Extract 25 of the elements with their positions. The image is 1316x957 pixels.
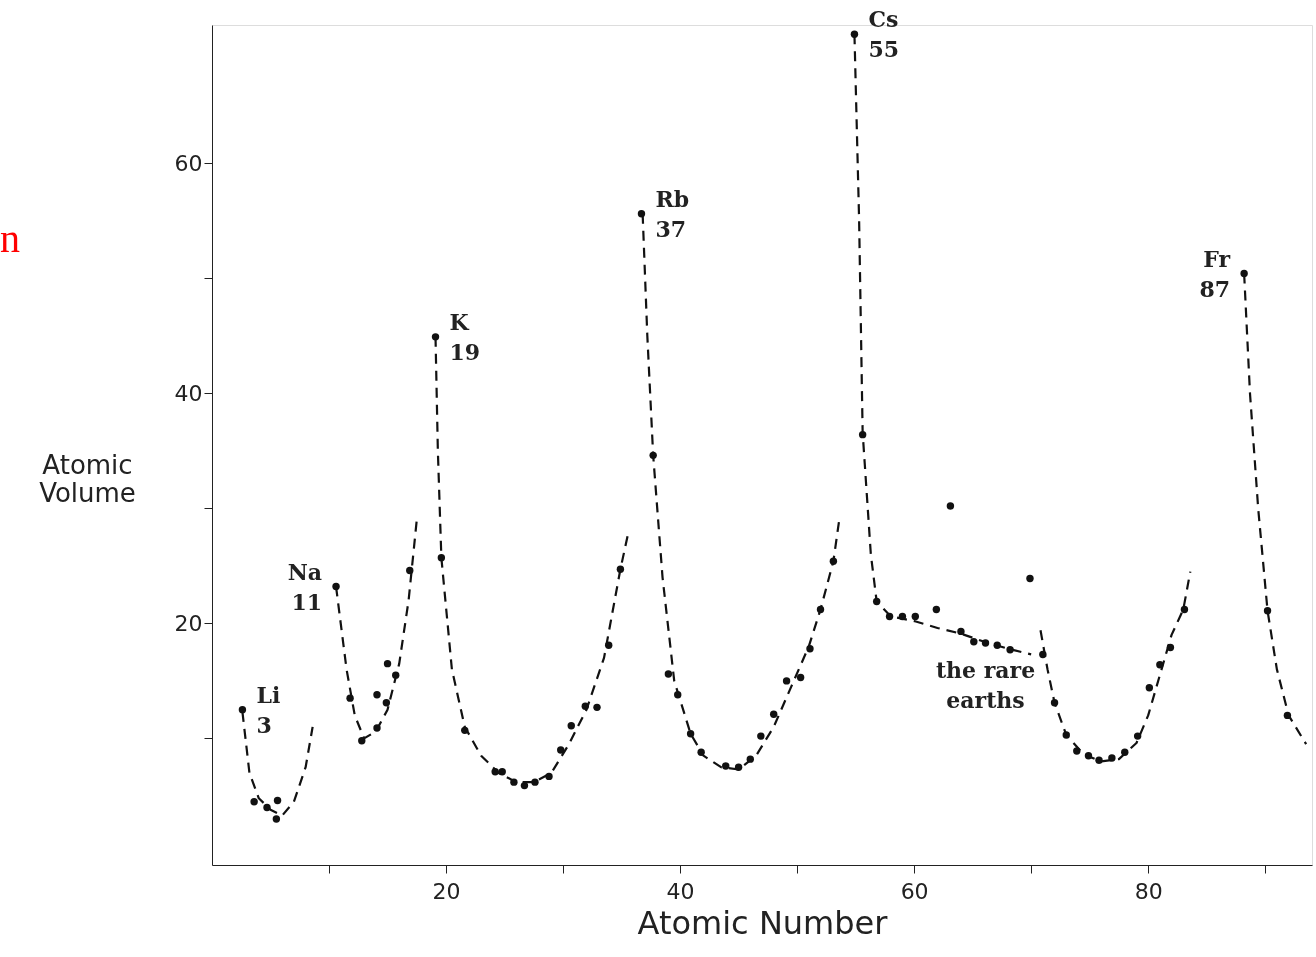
y-tick-label: 20 bbox=[174, 610, 203, 636]
annotation: 11 bbox=[291, 588, 323, 615]
x-tick-label: 40 bbox=[666, 878, 695, 904]
annotation: K bbox=[449, 308, 470, 335]
annotation: 37 bbox=[655, 215, 687, 242]
y-tick-label: 40 bbox=[174, 380, 203, 406]
x-tick-label: 60 bbox=[900, 878, 929, 904]
x-tick-label: 80 bbox=[1134, 878, 1163, 904]
annotation: 55 bbox=[868, 36, 900, 63]
annotation: Rb bbox=[655, 185, 690, 212]
annotation: the rare bbox=[935, 656, 1036, 683]
annotation: earths bbox=[946, 686, 1025, 713]
annotation: 3 bbox=[256, 711, 272, 738]
y-axis-title: Atomic Volume bbox=[39, 449, 136, 508]
annotation: Na bbox=[287, 558, 323, 585]
annotation: Fr bbox=[1203, 245, 1231, 272]
annotation: Li bbox=[256, 681, 281, 708]
line-series bbox=[1039, 570, 1192, 763]
annotation: 87 bbox=[1199, 275, 1231, 302]
text: n bbox=[0, 216, 20, 261]
y-tick-label: 60 bbox=[174, 150, 203, 176]
annotation: 19 bbox=[449, 338, 481, 365]
x-tick-label: 20 bbox=[432, 878, 461, 904]
x-axis-title: Atomic Number bbox=[637, 903, 889, 942]
annotation: Cs bbox=[868, 6, 899, 33]
